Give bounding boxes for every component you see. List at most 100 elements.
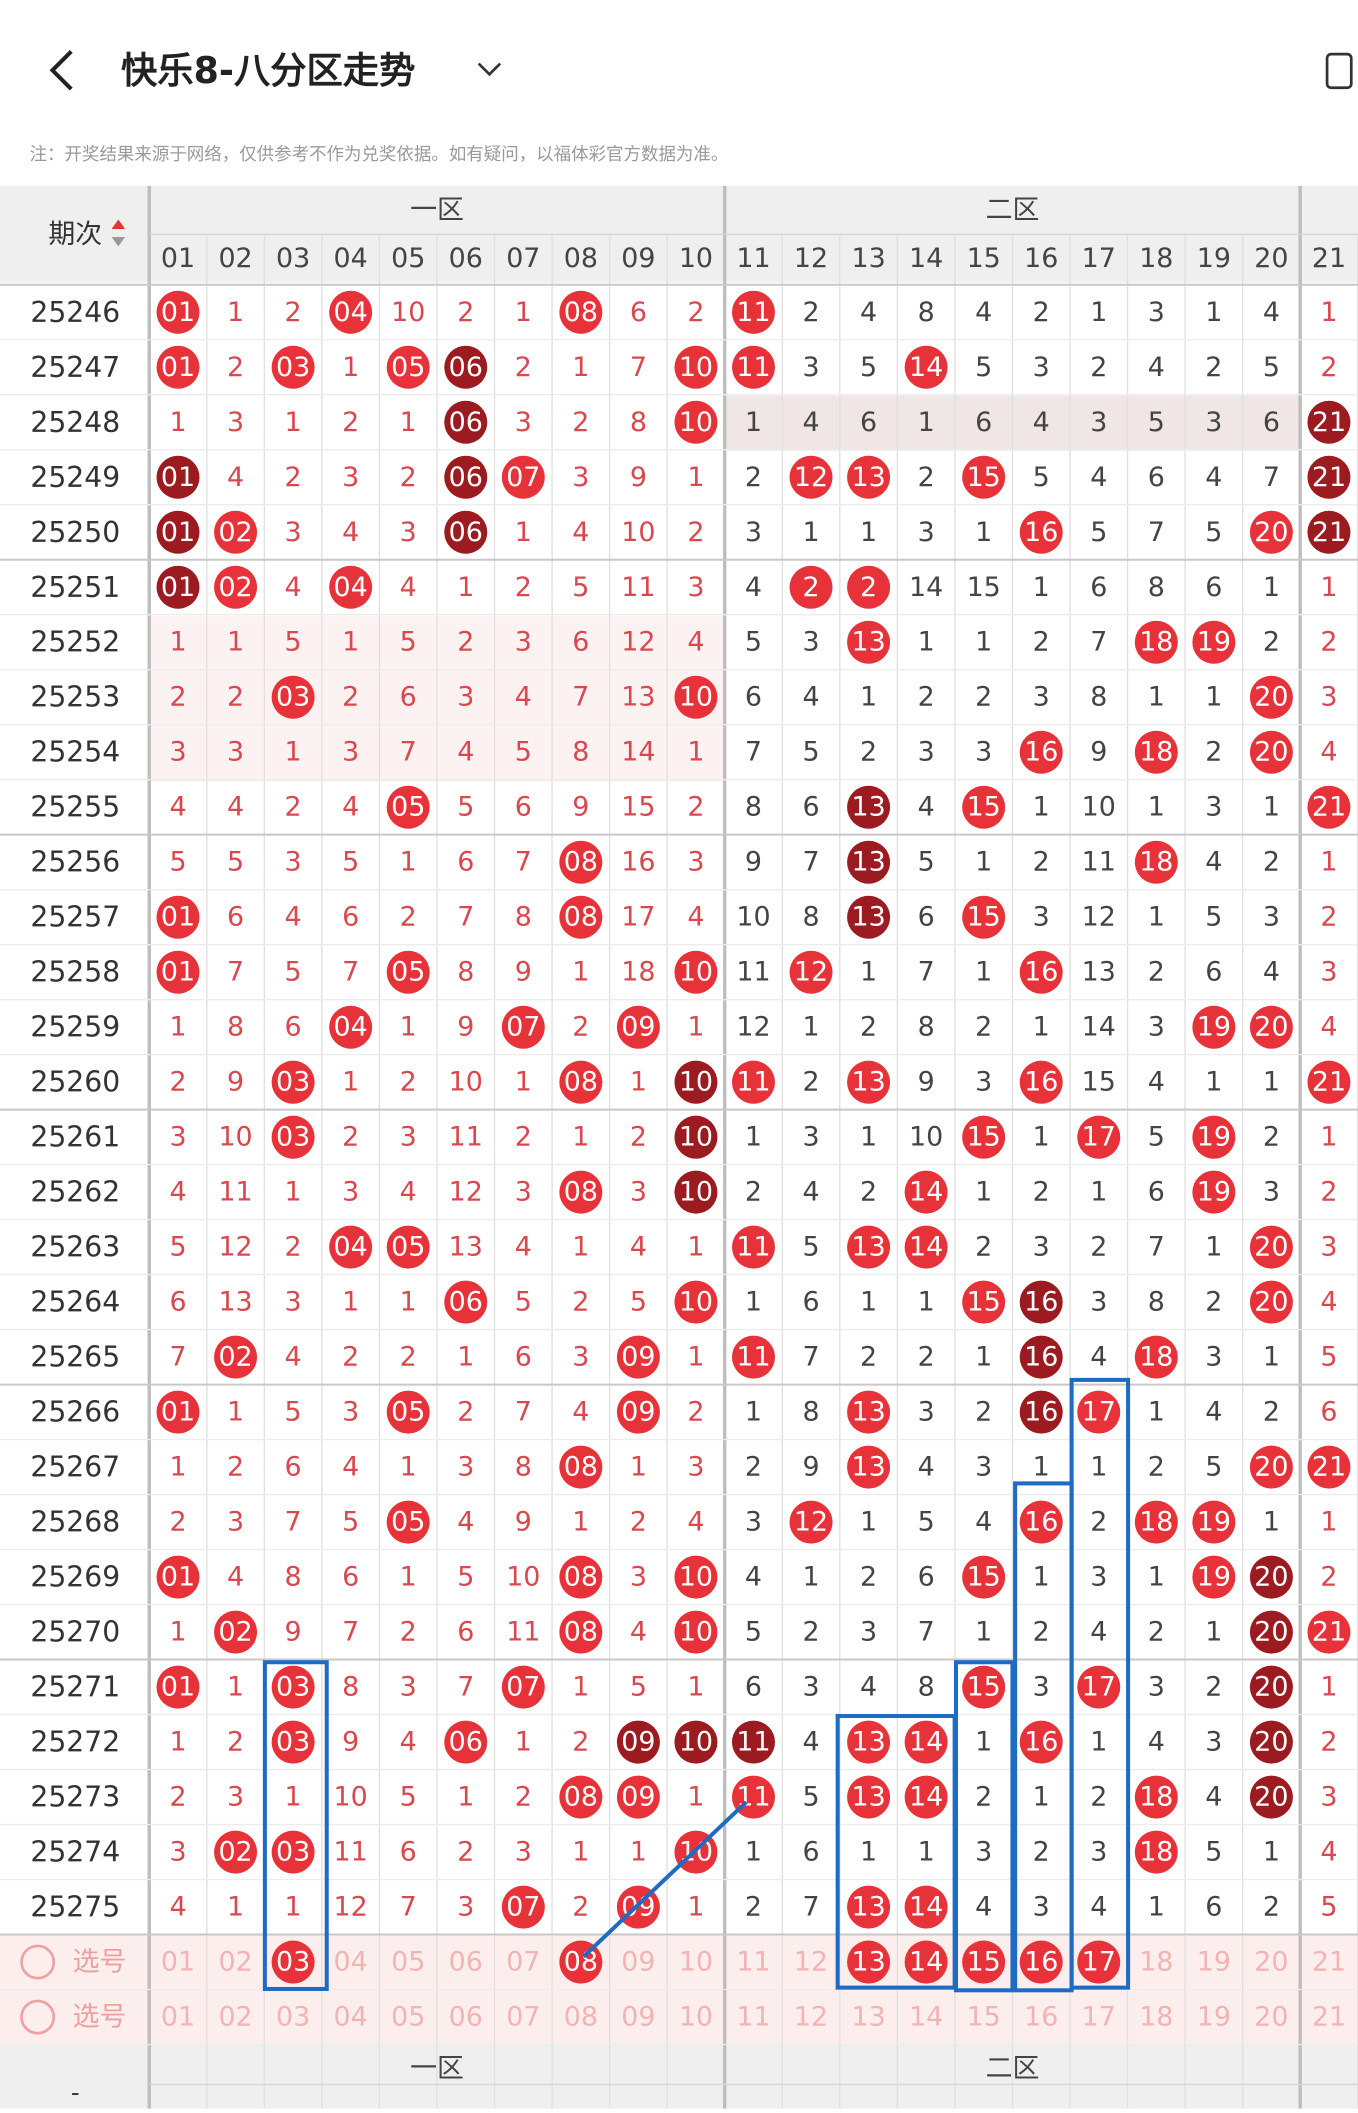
miss-count: 8 <box>745 792 762 823</box>
period: 25270 <box>30 1616 120 1649</box>
select-number[interactable]: 02 <box>218 2002 252 2033</box>
select-number[interactable]: 16 <box>1024 2002 1058 2033</box>
picked-ball[interactable] <box>962 1940 1006 1984</box>
select-number[interactable]: 20 <box>1254 1947 1288 1978</box>
select-number[interactable]: 05 <box>391 2002 425 2033</box>
picked-ball[interactable] <box>1077 1940 1121 1984</box>
select-number[interactable]: 19 <box>1197 1947 1231 1978</box>
hit-number: 13 <box>851 462 885 493</box>
select-number[interactable]: 06 <box>449 1947 483 1978</box>
hit-number: 21 <box>1312 462 1346 493</box>
miss-count: 10 <box>736 902 770 933</box>
select-radio[interactable] <box>20 1999 56 2035</box>
hit-number: 20 <box>1254 682 1288 713</box>
select-number[interactable]: 19 <box>1197 2002 1231 2033</box>
miss-count: 1 <box>342 1067 359 1098</box>
back-button[interactable] <box>49 50 73 91</box>
picked-number[interactable]: 17 <box>1082 1947 1116 1978</box>
select-number[interactable]: 11 <box>736 2002 770 2033</box>
select-number[interactable]: 17 <box>1082 2002 1116 2033</box>
select-number[interactable]: 08 <box>564 2002 598 2033</box>
hit-number: 05 <box>391 1397 425 1428</box>
hit-number: 14 <box>909 1782 943 1813</box>
dropdown-icon[interactable] <box>477 62 502 77</box>
select-number[interactable]: 18 <box>1139 1947 1173 1978</box>
miss-count: 6 <box>1148 462 1165 493</box>
miss-count: 1 <box>802 1012 819 1043</box>
picked-number[interactable]: 16 <box>1024 1947 1058 1978</box>
annotation-box <box>262 1660 329 1991</box>
picked-number[interactable]: 15 <box>967 1947 1001 1978</box>
select-number[interactable]: 21 <box>1312 1947 1346 1978</box>
period: 25251 <box>30 571 120 604</box>
hit-ball <box>674 1720 718 1764</box>
miss-count: 7 <box>169 1342 186 1373</box>
hit-number: 09 <box>621 1727 655 1758</box>
miss-count: 2 <box>1205 1287 1222 1318</box>
select-number[interactable]: 07 <box>506 2002 540 2033</box>
miss-count: 1 <box>572 352 589 383</box>
hit-ball <box>731 345 776 389</box>
select-number[interactable]: 10 <box>679 1947 713 1978</box>
select-number[interactable]: 03 <box>276 2002 310 2033</box>
select-number[interactable]: 01 <box>161 1947 195 1978</box>
select-number[interactable]: 20 <box>1254 2002 1288 2033</box>
select-number[interactable]: 10 <box>679 2002 713 2033</box>
select-number[interactable]: 12 <box>794 2002 828 2033</box>
miss-count: 7 <box>918 957 935 988</box>
sort-down[interactable] <box>111 237 126 247</box>
hit-ball <box>731 1335 776 1379</box>
select-label[interactable]: 选号 <box>73 1947 127 1978</box>
picked-number[interactable]: 03 <box>276 1947 310 1978</box>
miss-count: 1 <box>860 1122 877 1153</box>
select-number[interactable]: 21 <box>1312 2002 1346 2033</box>
hit-number: 03 <box>276 1837 310 1868</box>
miss-count: 4 <box>285 1342 302 1373</box>
sort-up[interactable] <box>111 219 126 229</box>
select-number[interactable]: 02 <box>218 1947 252 1978</box>
miss-count: 5 <box>1205 517 1222 548</box>
select-number[interactable]: 01 <box>161 2002 195 2033</box>
select-number[interactable]: 06 <box>449 2002 483 2033</box>
miss-count: 4 <box>975 297 992 328</box>
miss-count: 1 <box>400 1012 417 1043</box>
menu-icon[interactable] <box>1325 52 1353 90</box>
picked-ball[interactable] <box>847 1940 891 1984</box>
select-number[interactable]: 11 <box>736 1947 770 1978</box>
select-number[interactable]: 04 <box>334 1947 368 1978</box>
select-label[interactable]: 选号 <box>73 2002 127 2033</box>
hit-ball <box>1019 1280 1063 1324</box>
hit-number: 07 <box>506 1672 540 1703</box>
miss-count: 1 <box>975 1727 992 1758</box>
select-number[interactable]: 18 <box>1139 2002 1173 2033</box>
period-header[interactable]: 期次 <box>48 219 102 250</box>
picked-number[interactable]: 13 <box>851 1947 885 1978</box>
select-number[interactable]: 05 <box>391 1947 425 1978</box>
miss-count: 2 <box>227 352 244 383</box>
select-number[interactable]: 09 <box>621 2002 655 2033</box>
select-number[interactable]: 12 <box>794 1947 828 1978</box>
miss-count: 11 <box>621 572 655 603</box>
picked-ball[interactable] <box>904 1940 948 1984</box>
select-number[interactable]: 14 <box>909 2002 943 2033</box>
picked-number[interactable]: 14 <box>909 1947 943 1978</box>
miss-count: 1 <box>745 1122 762 1153</box>
period: 25250 <box>30 516 120 549</box>
select-radio[interactable] <box>20 1944 56 1980</box>
hit-number: 13 <box>851 1452 885 1483</box>
picked-ball[interactable] <box>271 1940 315 1984</box>
page-title[interactable]: 快乐8-八分区走势 <box>121 49 415 92</box>
select-number[interactable]: 04 <box>334 2002 368 2033</box>
select-number[interactable]: 07 <box>506 1947 540 1978</box>
picked-ball[interactable] <box>1019 1940 1063 1984</box>
hit-number: 08 <box>564 1067 598 1098</box>
select-number[interactable]: 15 <box>967 2002 1001 2033</box>
picked-number[interactable]: 08 <box>564 1947 598 1978</box>
miss-count: 2 <box>400 902 417 933</box>
select-number[interactable]: 13 <box>851 2002 885 2033</box>
hit-number: 02 <box>218 1342 252 1373</box>
select-number[interactable]: 09 <box>621 1947 655 1978</box>
miss-count: 1 <box>1320 1122 1337 1153</box>
hit-ball <box>156 510 200 554</box>
miss-count: 1 <box>918 1837 935 1868</box>
